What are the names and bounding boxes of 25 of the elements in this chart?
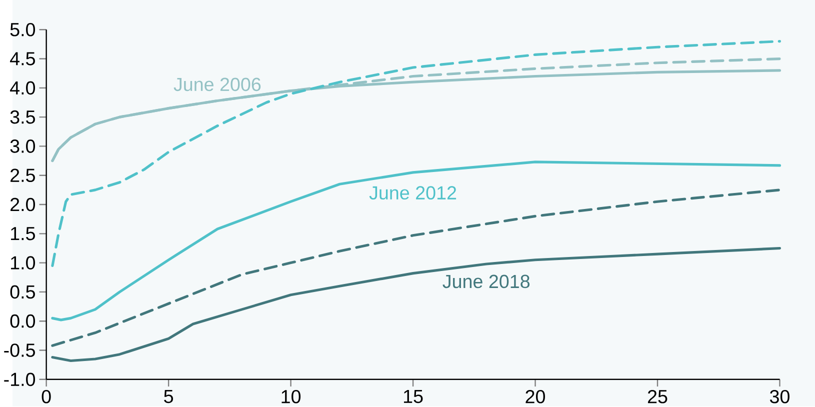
y-tick-label: 0.5: [10, 285, 35, 299]
x-tick-label: 15: [404, 390, 423, 404]
y-tick-label: 4.0: [10, 81, 36, 95]
y-tick-label: 1.5: [11, 227, 35, 240]
x-tick-label: 0: [42, 390, 51, 404]
x-tick-label: 5: [164, 390, 174, 404]
x-tick-label: 30: [770, 390, 790, 404]
series-label: June 2006: [174, 78, 261, 92]
x-tick-label: 20: [526, 390, 545, 404]
x-tick-label: 25: [648, 390, 668, 404]
y-tick-label: 4.5: [10, 52, 35, 66]
y-tick-label: 2.0: [10, 198, 36, 212]
series-label: June 2018: [442, 274, 530, 288]
y-tick-label: 3.0: [10, 140, 36, 154]
y-tick-label: 2.5: [10, 168, 35, 182]
y-tick-label: 3.5: [10, 110, 35, 124]
y-tick-label: 1.0: [11, 256, 36, 270]
series-label: June 2012: [369, 186, 456, 200]
line-series: [51, 247, 782, 362]
line-series: [51, 40, 782, 268]
y-tick-label: -1.0: [4, 372, 36, 386]
y-tick-label: -0.5: [4, 344, 35, 358]
x-tick-label: 10: [282, 390, 301, 404]
y-tick-label: 0.0: [10, 314, 36, 328]
y-tick-label: 5.0: [10, 23, 36, 36]
